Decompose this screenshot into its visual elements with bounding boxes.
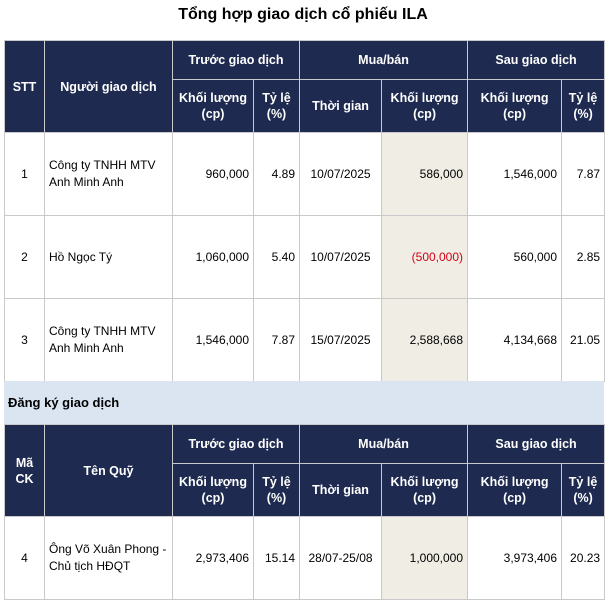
cell-before-ratio: 4.89 (252, 132, 301, 216)
registration-table: Mã CK Tên Quỹ Trước giao dịch Mua/bán Sa… (4, 424, 606, 600)
cell-before-volume: 2,973,406 (172, 516, 254, 600)
cell-after-volume: 1,546,000 (467, 132, 563, 216)
cell-before-ratio: 15.14 (252, 516, 301, 600)
cell-stt: 4 (4, 516, 45, 600)
header-before-volume: Khối lượng (cp) (172, 463, 254, 517)
header-after: Sau giao dịch (467, 424, 606, 464)
cell-stt: 1 (4, 132, 45, 216)
cell-after-volume: 560,000 (467, 215, 563, 299)
cell-time: 15/07/2025 (299, 298, 383, 382)
cell-after-ratio: 7.87 (561, 132, 606, 216)
header-fund: Tên Quỹ (44, 424, 173, 517)
section-registration-label: Đăng ký giao dịch (4, 381, 604, 424)
header-stt: STT (4, 40, 45, 133)
header-before-ratio: Tỷ lệ (%) (252, 79, 301, 133)
table-row: 3 Công ty TNHH MTV Anh Minh Anh 1,546,00… (4, 298, 606, 382)
header-time: Thời gian (299, 79, 383, 133)
header-before: Trước giao dịch (171, 424, 301, 464)
header-trade-volume: Khối lượng (cp) (381, 463, 469, 517)
cell-after-ratio: 21.05 (561, 298, 606, 382)
transactions-table: STT Người giao dịch Trước giao dịch Mua/… (4, 40, 606, 382)
header-trader: Người giao dịch (44, 40, 173, 133)
cell-before-volume: 1,060,000 (172, 215, 254, 299)
cell-stt: 2 (4, 215, 45, 299)
cell-before-volume: 960,000 (172, 132, 254, 216)
header-trade: Mua/bán (299, 424, 469, 464)
header-time: Thời gian (299, 463, 383, 517)
cell-name: Hồ Ngọc Tý (44, 215, 173, 299)
cell-before-volume: 1,546,000 (172, 298, 254, 382)
cell-after-volume: 3,973,406 (467, 516, 563, 600)
page-title: Tổng hợp giao dịch cổ phiếu ILA (178, 6, 428, 23)
cell-after-volume: 4,134,668 (467, 298, 563, 382)
table-row: 1 Công ty TNHH MTV Anh Minh Anh 960,000 … (4, 132, 606, 216)
header-after: Sau giao dịch (467, 40, 606, 80)
cell-trade-volume: 586,000 (381, 132, 469, 216)
header-trade: Mua/bán (299, 40, 469, 80)
cell-name: Công ty TNHH MTV Anh Minh Anh (44, 298, 173, 382)
cell-after-ratio: 2.85 (561, 215, 606, 299)
header-before-volume: Khối lượng (cp) (172, 79, 254, 133)
cell-after-ratio: 20.23 (561, 516, 606, 600)
cell-name: Công ty TNHH MTV Anh Minh Anh (44, 132, 173, 216)
cell-before-ratio: 5.40 (252, 215, 301, 299)
cell-time: 10/07/2025 (299, 132, 383, 216)
cell-trade-volume: 2,588,668 (381, 298, 469, 382)
header-code: Mã CK (4, 424, 45, 517)
cell-stt: 3 (4, 298, 45, 382)
header-before-ratio: Tỷ lệ (%) (252, 463, 301, 517)
header-trade-volume: Khối lượng (cp) (381, 79, 469, 133)
cell-name: Ông Võ Xuân Phong - Chủ tịch HĐQT (44, 516, 173, 600)
cell-time: 10/07/2025 (299, 215, 383, 299)
header-after-ratio: Tỷ lệ (%) (561, 463, 606, 517)
cell-before-ratio: 7.87 (252, 298, 301, 382)
header-after-ratio: Tỷ lệ (%) (561, 79, 606, 133)
header-after-volume: Khối lượng (cp) (467, 79, 563, 133)
cell-time: 28/07-25/08 (299, 516, 383, 600)
table-row: 4 Ông Võ Xuân Phong - Chủ tịch HĐQT 2,97… (4, 516, 606, 600)
cell-trade-volume: 1,000,000 (381, 516, 469, 600)
table-row: 2 Hồ Ngọc Tý 1,060,000 5.40 10/07/2025 (… (4, 215, 606, 299)
cell-trade-volume: (500,000) (381, 215, 469, 299)
header-after-volume: Khối lượng (cp) (467, 463, 563, 517)
header-before: Trước giao dịch (171, 40, 301, 80)
